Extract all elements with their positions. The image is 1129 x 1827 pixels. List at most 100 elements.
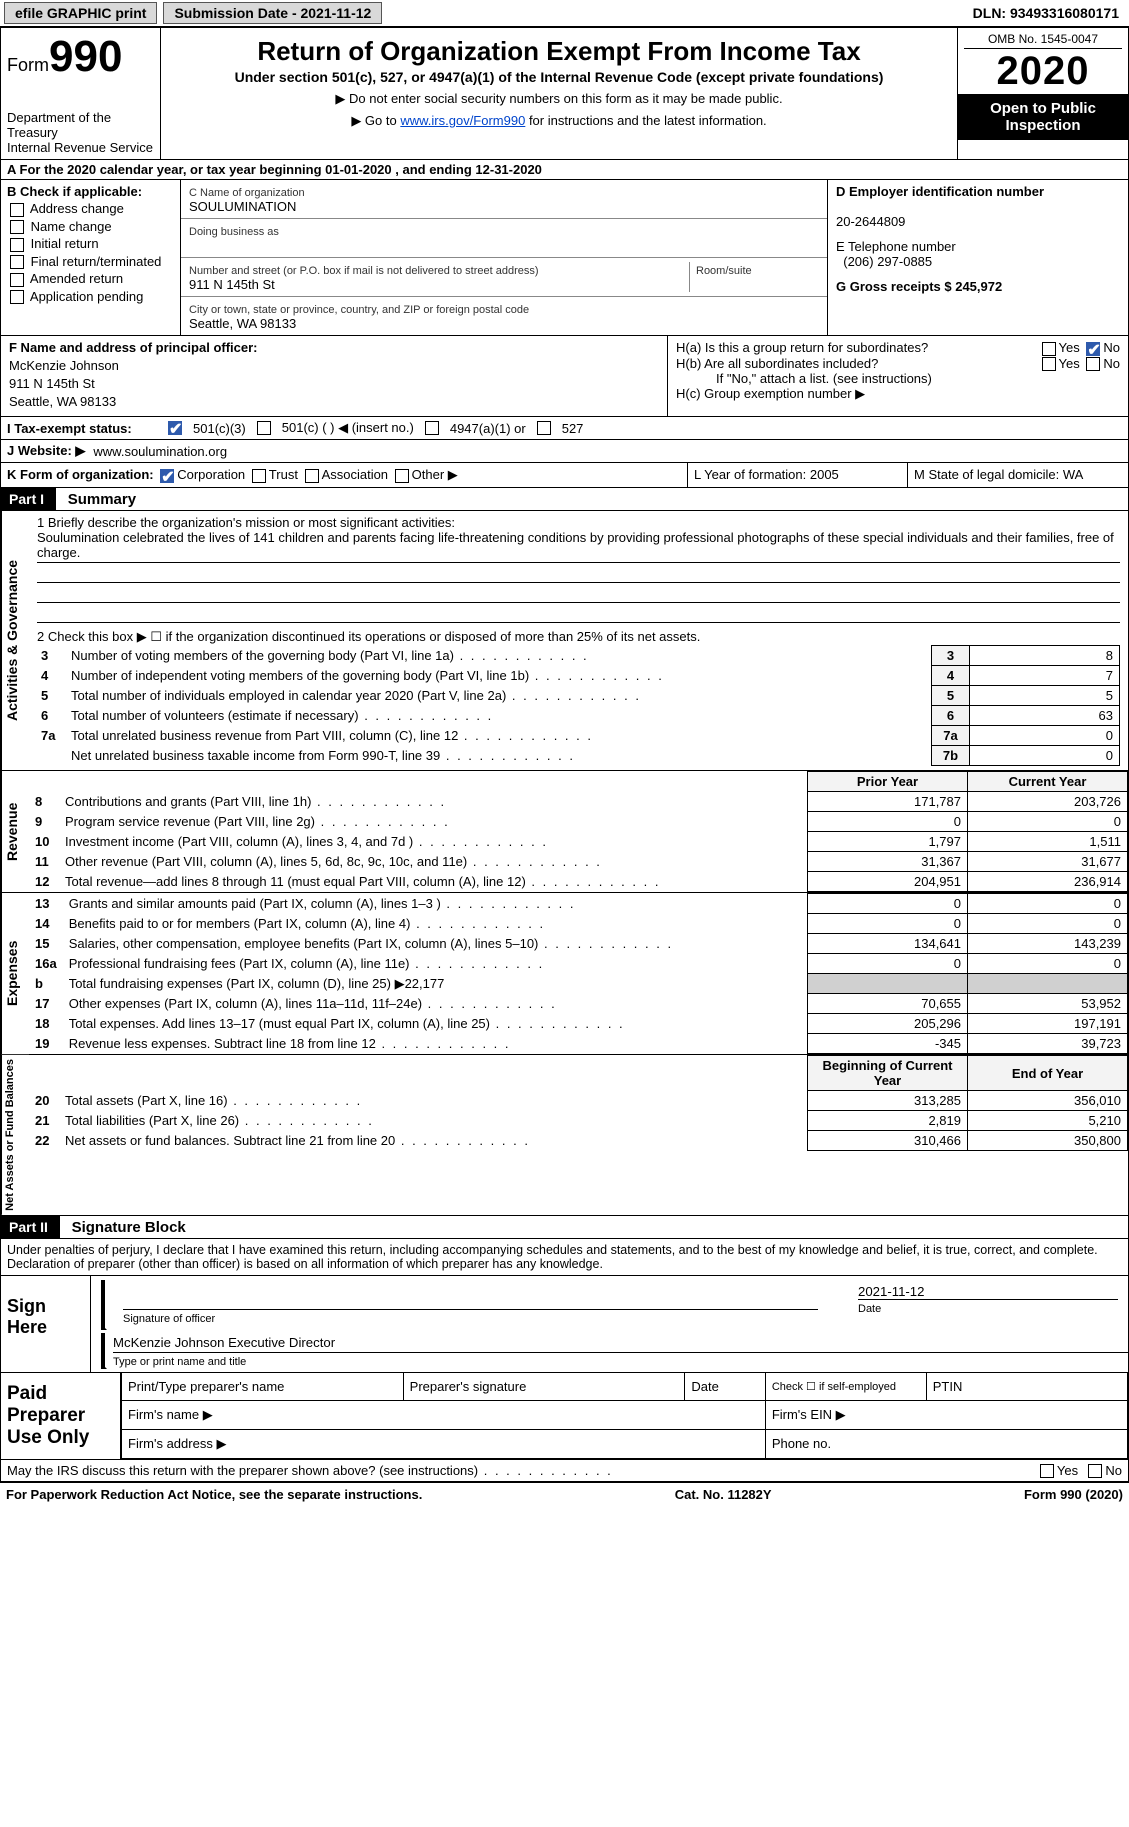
street-label: Number and street (or P.O. box if mail i… bbox=[189, 265, 539, 277]
paid-prep-label: Paid Preparer Use Only bbox=[1, 1373, 121, 1459]
firm-name: Firm's name ▶ bbox=[122, 1400, 766, 1429]
opt-4947: 4947(a)(1) or bbox=[450, 421, 526, 436]
block-m: M State of legal domicile: WA bbox=[908, 463, 1128, 487]
website-label: J Website: ▶ bbox=[7, 443, 85, 459]
expenses-section: Expenses 13Grants and similar amounts pa… bbox=[1, 892, 1128, 1054]
sig-name-label: Type or print name and title bbox=[113, 1356, 246, 1368]
pp-date: Date bbox=[685, 1373, 765, 1400]
q2-text: 2 Check this box ▶ ☐ if the organization… bbox=[37, 629, 1120, 645]
firm-phone: Phone no. bbox=[765, 1429, 1127, 1458]
form-header: Form990 Department of the Treasury Inter… bbox=[0, 28, 1129, 160]
vlabel-net: Net Assets or Fund Balances bbox=[1, 1055, 29, 1215]
sig-name-value: McKenzie Johnson Executive Director bbox=[113, 1333, 1128, 1353]
note2-post: for instructions and the latest informat… bbox=[525, 113, 766, 128]
sig-officer-label: Signature of officer bbox=[123, 1313, 215, 1325]
revenue-section: Revenue Prior YearCurrent Year8Contribut… bbox=[1, 770, 1128, 892]
cb-4947[interactable] bbox=[425, 421, 439, 435]
cb-address-change[interactable]: Address change bbox=[7, 201, 174, 217]
room-label: Room/suite bbox=[696, 265, 752, 277]
footer-left: For Paperwork Reduction Act Notice, see … bbox=[6, 1487, 422, 1502]
row-fh: F Name and address of principal officer:… bbox=[0, 336, 1129, 417]
vlabel-governance: Activities & Governance bbox=[1, 511, 29, 770]
department-label: Department of the Treasury Internal Reve… bbox=[7, 110, 154, 155]
netassets-table: Beginning of Current YearEnd of Year20To… bbox=[29, 1055, 1128, 1151]
ha-yes[interactable] bbox=[1042, 342, 1056, 356]
f-label: F Name and address of principal officer: bbox=[9, 340, 258, 355]
governance-table: 3Number of voting members of the governi… bbox=[37, 645, 1120, 766]
row-j-website: J Website: ▶ www.soulumination.org bbox=[0, 440, 1129, 463]
efile-button[interactable]: efile GRAPHIC print bbox=[4, 2, 157, 24]
cb-final-return[interactable]: Final return/terminated bbox=[7, 254, 174, 270]
block-f: F Name and address of principal officer:… bbox=[1, 336, 668, 416]
dba-label: Doing business as bbox=[189, 226, 279, 238]
note2-pre: ▶ Go to bbox=[351, 113, 400, 128]
page-footer: For Paperwork Reduction Act Notice, see … bbox=[0, 1482, 1129, 1506]
block-c: C Name of organization SOULUMINATION Doi… bbox=[181, 180, 828, 335]
cb-other[interactable] bbox=[395, 469, 409, 483]
row-klm: K Form of organization: Corporation Trus… bbox=[0, 463, 1129, 488]
form-number: Form990 bbox=[7, 32, 154, 82]
cb-trust[interactable] bbox=[252, 469, 266, 483]
block-b: B Check if applicable: Address change Na… bbox=[1, 180, 181, 335]
officer-addr2: Seattle, WA 98133 bbox=[9, 394, 659, 409]
cb-initial-return[interactable]: Initial return bbox=[7, 236, 174, 252]
cb-lab-5: Application pending bbox=[30, 289, 143, 304]
cb-assoc[interactable] bbox=[305, 469, 319, 483]
mission-text: Soulumination celebrated the lives of 14… bbox=[37, 530, 1120, 563]
cb-501c3[interactable] bbox=[168, 421, 182, 435]
header-right: OMB No. 1545-0047 2020 Open to Public In… bbox=[958, 28, 1128, 159]
street-value: 911 N 145th St bbox=[189, 277, 275, 292]
cb-amended[interactable]: Amended return bbox=[7, 271, 174, 287]
discuss-text: May the IRS discuss this return with the… bbox=[7, 1463, 478, 1478]
no-label: No bbox=[1105, 1463, 1122, 1478]
opt-501c: 501(c) ( ) ◀ (insert no.) bbox=[282, 420, 414, 436]
discuss-row: May the IRS discuss this return with the… bbox=[0, 1460, 1129, 1483]
cb-name-change[interactable]: Name change bbox=[7, 219, 174, 235]
opt-527: 527 bbox=[562, 421, 584, 436]
ha-no[interactable] bbox=[1086, 342, 1100, 356]
cb-corp[interactable] bbox=[160, 469, 174, 483]
block-l: L Year of formation: 2005 bbox=[688, 463, 908, 487]
pp-check: Check ☐ if self-employed bbox=[765, 1373, 926, 1400]
top-bar: efile GRAPHIC print Submission Date - 20… bbox=[0, 0, 1129, 28]
tax-year: 2020 bbox=[964, 49, 1122, 94]
cb-app-pending[interactable]: Application pending bbox=[7, 289, 174, 305]
opt-corp: Corporation bbox=[177, 467, 245, 482]
cb-lab-0: Address change bbox=[30, 201, 124, 216]
expenses-table: 13Grants and similar amounts paid (Part … bbox=[29, 893, 1128, 1054]
discuss-yes[interactable] bbox=[1040, 1464, 1054, 1478]
q1-label: 1 Briefly describe the organization's mi… bbox=[37, 515, 1120, 530]
dln-label: DLN: 93493316080171 bbox=[973, 5, 1125, 21]
cb-527[interactable] bbox=[537, 421, 551, 435]
sign-here-block: Sign Here Signature of officer 2021-11-1… bbox=[0, 1276, 1129, 1373]
netassets-section: Net Assets or Fund Balances Beginning of… bbox=[1, 1054, 1128, 1215]
discuss-no[interactable] bbox=[1088, 1464, 1102, 1478]
website-value: www.soulumination.org bbox=[93, 444, 227, 459]
footer-right: Form 990 (2020) bbox=[1024, 1487, 1123, 1502]
irs-link[interactable]: www.irs.gov/Form990 bbox=[400, 113, 525, 128]
hb-no[interactable] bbox=[1086, 357, 1100, 371]
cb-501c[interactable] bbox=[257, 421, 271, 435]
form-subtitle: Under section 501(c), 527, or 4947(a)(1)… bbox=[167, 69, 951, 85]
cb-lab-3: Final return/terminated bbox=[31, 254, 162, 269]
pp-name: Print/Type preparer's name bbox=[122, 1373, 404, 1400]
k-label: K Form of organization: bbox=[7, 467, 154, 482]
part2-bar: Part II bbox=[1, 1216, 60, 1238]
footer-mid: Cat. No. 11282Y bbox=[675, 1487, 772, 1502]
opt-other: Other ▶ bbox=[412, 467, 458, 482]
submission-date-button[interactable]: Submission Date - 2021-11-12 bbox=[163, 2, 382, 24]
hb-yes[interactable] bbox=[1042, 357, 1056, 371]
sign-here-label: Sign Here bbox=[1, 1276, 91, 1372]
sig-date-label: Date bbox=[858, 1303, 881, 1315]
part-ii: Part II Signature Block bbox=[0, 1216, 1129, 1239]
cb-lab-1: Name change bbox=[31, 219, 112, 234]
city-label: City or town, state or province, country… bbox=[189, 304, 529, 316]
firm-addr: Firm's address ▶ bbox=[122, 1429, 766, 1458]
form-title: Return of Organization Exempt From Incom… bbox=[167, 36, 951, 67]
pp-ptin: PTIN bbox=[926, 1373, 1127, 1400]
governance-section: Activities & Governance 1 Briefly descri… bbox=[1, 510, 1128, 770]
note-link: ▶ Go to www.irs.gov/Form990 for instruct… bbox=[167, 113, 951, 129]
officer-name: McKenzie Johnson bbox=[9, 358, 659, 373]
block-k: K Form of organization: Corporation Trus… bbox=[1, 463, 688, 487]
vlabel-revenue: Revenue bbox=[1, 771, 29, 892]
